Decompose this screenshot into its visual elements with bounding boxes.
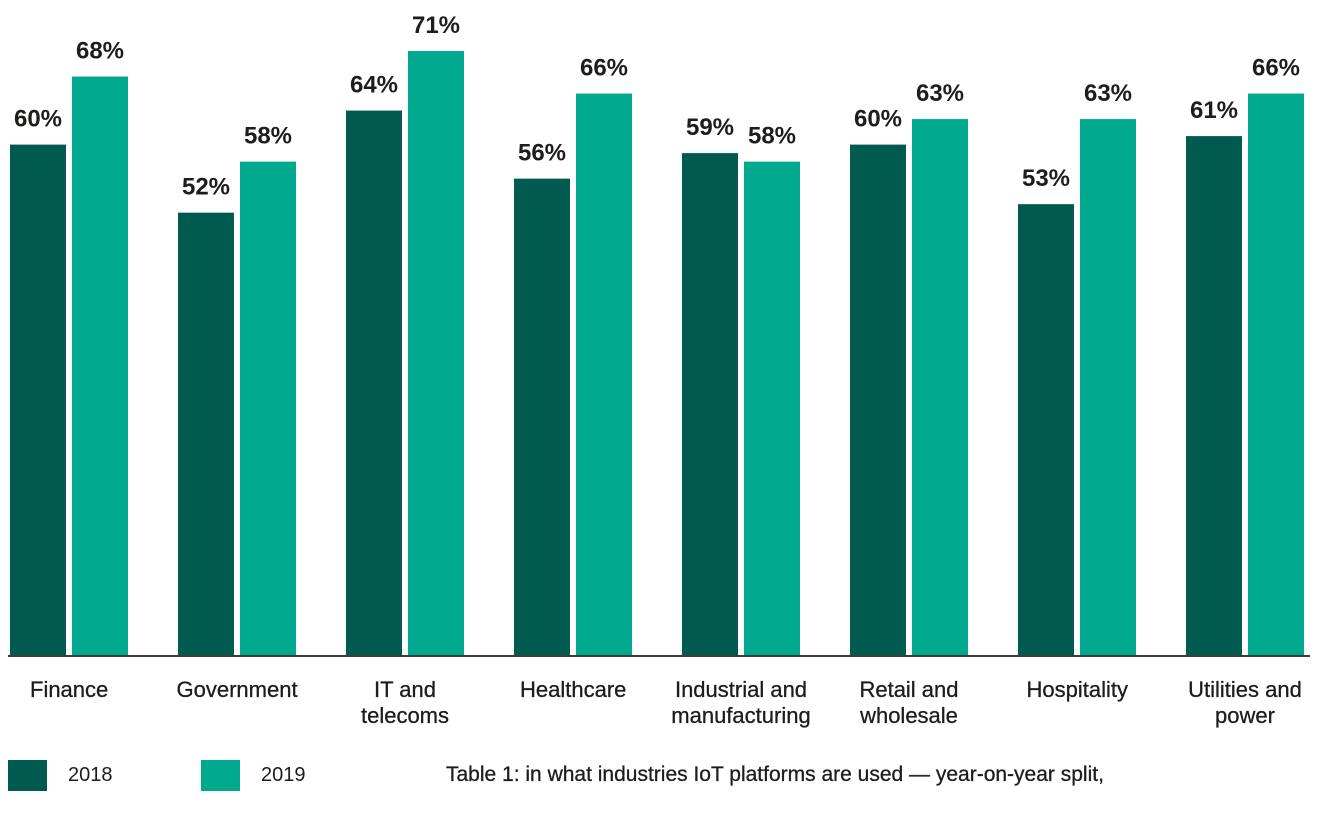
legend-swatch-series-1 xyxy=(8,760,47,791)
value-label-2019-it-and-telecoms: 71% xyxy=(412,12,460,39)
value-label-2018-industrial-and-manufacturing: 59% xyxy=(686,114,734,141)
legend-swatch-series-2 xyxy=(201,760,240,791)
value-label-suffix: % xyxy=(881,106,902,133)
value-label-number: 64 xyxy=(350,72,377,99)
value-label-2019-retail-and-wholesale: 63% xyxy=(916,80,964,107)
bar-2018-hospitality xyxy=(1018,204,1074,656)
value-label-suffix: % xyxy=(103,38,124,65)
value-label-suffix: % xyxy=(1279,55,1300,82)
value-label-2018-utilities-and-power: 61% xyxy=(1190,97,1238,124)
value-label-2018-it-and-telecoms: 64% xyxy=(350,72,398,99)
chart-caption: Table 1: in what industries IoT platform… xyxy=(446,763,1104,786)
bar-2018-finance xyxy=(10,144,66,655)
bar-2019-finance xyxy=(72,76,128,655)
value-label-number: 68 xyxy=(76,38,103,65)
value-label-number: 58 xyxy=(748,123,775,150)
value-label-suffix: % xyxy=(943,80,964,107)
value-label-number: 71 xyxy=(412,12,439,39)
value-label-number: 59 xyxy=(686,114,713,141)
bar-2019-hospitality xyxy=(1080,119,1136,655)
value-label-suffix: % xyxy=(713,114,734,141)
value-label-number: 60 xyxy=(14,106,41,133)
value-label-number: 58 xyxy=(244,123,271,150)
value-label-number: 60 xyxy=(854,106,881,133)
value-label-2019-healthcare: 66% xyxy=(580,55,628,82)
value-label-suffix: % xyxy=(41,106,62,133)
bar-2018-healthcare xyxy=(514,178,570,656)
value-labels: 60%68%52%58%64%71%56%66%59% 58%60%63%53%6… xyxy=(14,12,1300,201)
value-label-suffix: % xyxy=(1049,165,1070,192)
value-label-suffix: % xyxy=(775,123,796,150)
legend-label-series-1: 2018 xyxy=(68,764,113,786)
bar-2019-utilities-and-power xyxy=(1248,93,1304,656)
legend-label-series-2: 2019 xyxy=(261,764,306,786)
bar-2019-retail-and-wholesale xyxy=(912,119,968,655)
value-label-number: 53 xyxy=(1022,165,1049,192)
bar-2018-it-and-telecoms xyxy=(346,110,402,656)
value-label-2018-government: 52% xyxy=(182,174,230,201)
value-label-2018-finance: 60% xyxy=(14,106,62,133)
bar-2018-utilities-and-power xyxy=(1186,136,1242,656)
value-label-2018-healthcare: 56% xyxy=(518,140,566,167)
value-label-2019-government: 58% xyxy=(244,123,292,150)
value-label-2019-utilities-and-power: 66% xyxy=(1252,55,1300,82)
value-label-2018-hospitality: 53% xyxy=(1022,165,1070,192)
value-label-suffix: % xyxy=(545,140,566,167)
value-label-2019-finance: 68% xyxy=(76,38,124,65)
bar-2018-retail-and-wholesale xyxy=(850,144,906,655)
value-label-suffix: % xyxy=(607,55,628,82)
value-label-number: 61 xyxy=(1190,97,1217,124)
bar-2019-government xyxy=(240,161,296,655)
value-label-number: 56 xyxy=(518,140,545,167)
value-label-number: 66 xyxy=(580,55,607,82)
value-label-2018-retail-and-wholesale: 60% xyxy=(854,106,902,133)
value-label-suffix: % xyxy=(1217,97,1238,124)
bar-2019-healthcare xyxy=(576,93,632,656)
value-label-suffix: % xyxy=(271,123,292,150)
value-label-number: 63 xyxy=(1084,80,1111,107)
bar-2019-industrial-and-manufacturing xyxy=(744,161,800,655)
value-label-2019-industrial-and-manufacturing: 58% xyxy=(748,123,796,150)
value-label-number: 63 xyxy=(916,80,943,107)
value-label-suffix: % xyxy=(1111,80,1132,107)
bar-2019-it-and-telecoms xyxy=(408,51,464,656)
bars xyxy=(10,51,1304,656)
value-label-suffix: % xyxy=(439,12,460,39)
value-label-number: 66 xyxy=(1252,55,1279,82)
bar-2018-government xyxy=(178,212,234,655)
value-label-number: 52 xyxy=(182,174,209,201)
value-label-suffix: % xyxy=(377,72,398,99)
value-label-2019-hospitality: 63% xyxy=(1084,80,1132,107)
bar-2018-industrial-and-manufacturing xyxy=(682,153,738,655)
value-label-suffix: % xyxy=(209,174,230,201)
